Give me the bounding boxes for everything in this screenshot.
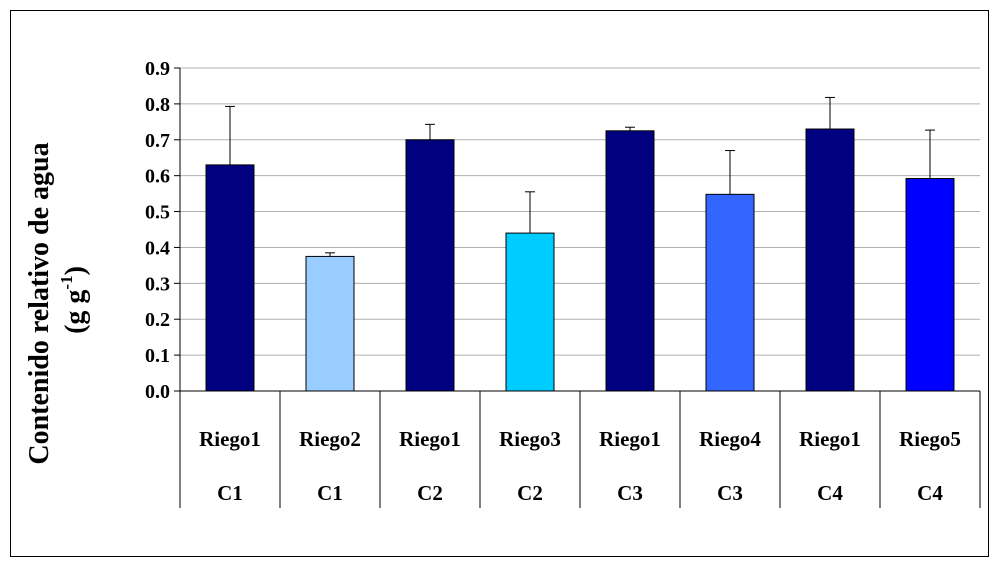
bar [605,130,655,392]
y-tick-label: 0.5 [145,202,170,224]
y-tick-labels: 0.0 0.1 0.2 0.3 0.4 0.5 0.6 0.7 0.8 0.9 [145,58,180,403]
bars [205,128,955,392]
category-label-level2: C4 [817,481,843,505]
bar [805,128,855,392]
y-axis-label-line1: Contenido relativo de agua [24,142,55,464]
y-tick-label: 0.7 [145,130,170,152]
axes [179,68,980,392]
category-label-level2: C1 [217,481,243,505]
gridlines [180,67,980,356]
category-label-level2: C2 [417,481,443,505]
category-label-level1: Riego1 [599,427,661,451]
bar [205,164,255,392]
category-label-level1: Riego4 [699,427,761,451]
category-label-level1: Riego1 [399,427,461,451]
y-tick-label: 0.0 [145,381,170,403]
category-label-level2: C2 [517,481,543,505]
bar [905,178,955,392]
y-tick-label: 0.9 [145,58,170,80]
category-label-level2: C1 [317,481,343,505]
y-axis-label: Contenido relativo de agua (g g-1) [24,135,91,464]
category-label-level1: Riego1 [799,427,861,451]
y-axis-label-line2: (g g-1) [57,266,91,334]
bar [505,232,555,392]
category-label-level2: C3 [617,481,643,505]
bar [405,139,455,392]
category-label-level1: Riego3 [499,427,561,451]
category-label-level2: C4 [917,481,943,505]
y-tick-label: 0.4 [145,237,170,259]
bar [305,255,355,392]
category-label-level1: Riego2 [299,427,361,451]
y-tick-label: 0.6 [145,166,170,188]
category-label-level1: Riego1 [199,427,261,451]
y-tick-label: 0.3 [145,273,170,295]
bar [705,193,755,392]
y-tick-label: 0.8 [145,94,170,116]
y-tick-label: 0.1 [145,345,170,367]
category-label-level1: Riego5 [899,427,961,451]
error-bars [225,96,935,257]
category-labels: Riego1 Riego2 Riego1 Riego3 Riego1 Riego4 Rieg… [179,391,981,508]
y-tick-label: 0.2 [145,309,170,331]
category-label-level2: C3 [717,481,743,505]
